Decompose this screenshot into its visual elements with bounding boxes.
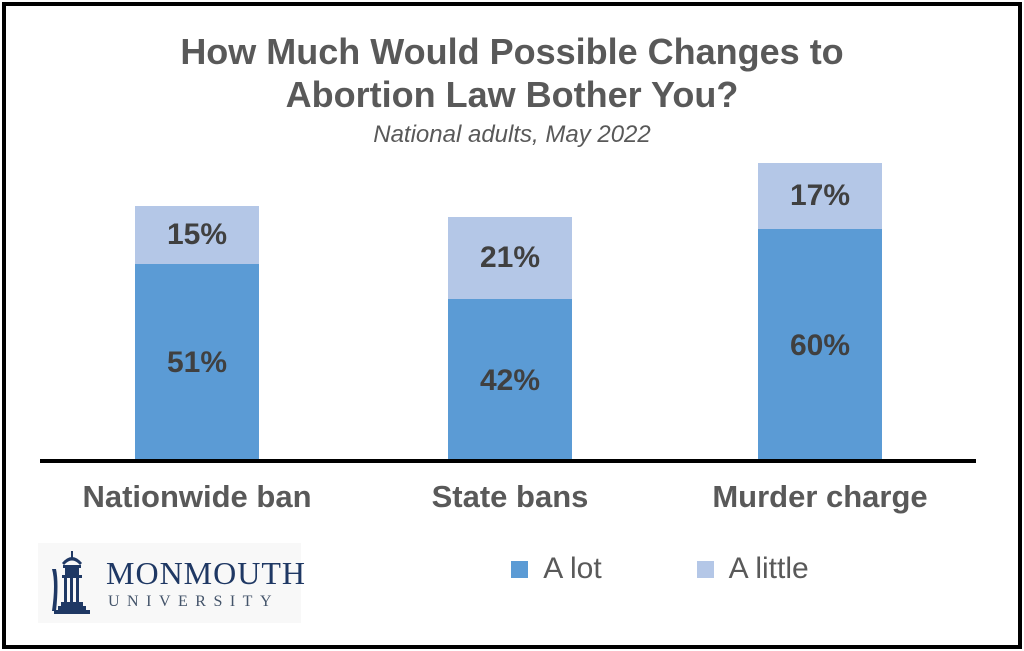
logo-subname: UNIVERSITY	[108, 592, 279, 610]
legend-item-a-lot: A lot	[511, 552, 602, 586]
legend-swatch-a-little	[696, 560, 714, 578]
legend-swatch-a-lot	[511, 560, 529, 578]
bar-segment-murder-charge-a-lot: 60%	[758, 229, 882, 462]
bar-nationwide-ban: 15% 51%	[135, 206, 259, 462]
bar-state-bans: 21% 42%	[448, 217, 572, 462]
bar-segment-state-bans-a-little: 21%	[448, 217, 572, 299]
bar-murder-charge: 17% 60%	[758, 163, 882, 462]
segment-value-label: 42%	[479, 363, 541, 397]
chart-title-line2: Abortion Law Bother You?	[285, 74, 739, 115]
segment-value-label: 17%	[789, 179, 851, 212]
tower-icon	[52, 551, 90, 614]
chart-subtitle: National adults, May 2022	[373, 121, 651, 148]
legend-label: A little	[728, 552, 809, 585]
category-label-nationwide-ban: Nationwide ban	[82, 479, 312, 514]
legend-label: A lot	[543, 552, 602, 585]
category-label-murder-charge: Murder charge	[712, 479, 928, 514]
segment-value-label: 60%	[789, 328, 851, 362]
category-label-state-bans: State bans	[431, 479, 589, 514]
x-axis-line	[40, 459, 976, 463]
bar-segment-nationwide-ban-a-lot: 51%	[135, 264, 259, 462]
segment-value-label: 21%	[479, 241, 541, 274]
logo-text: MONMOUTH UNIVERSITY	[106, 556, 306, 611]
chart-legend: A lot A little	[420, 552, 900, 586]
monmouth-university-logo: MONMOUTH UNIVERSITY	[38, 543, 305, 623]
segment-value-label: 51%	[166, 346, 228, 379]
bar-segment-nationwide-ban-a-little: 15%	[135, 206, 259, 264]
logo-name: MONMOUTH	[106, 554, 306, 591]
segment-value-label: 15%	[166, 218, 228, 251]
chart-title-block: How Much Would Possible Changes to Abort…	[0, 30, 1024, 149]
bar-segment-murder-charge-a-little: 17%	[758, 163, 882, 229]
legend-item-a-little: A little	[696, 552, 809, 586]
bar-segment-state-bans-a-lot: 42%	[448, 299, 572, 462]
chart-title-line1: How Much Would Possible Changes to	[180, 31, 844, 72]
